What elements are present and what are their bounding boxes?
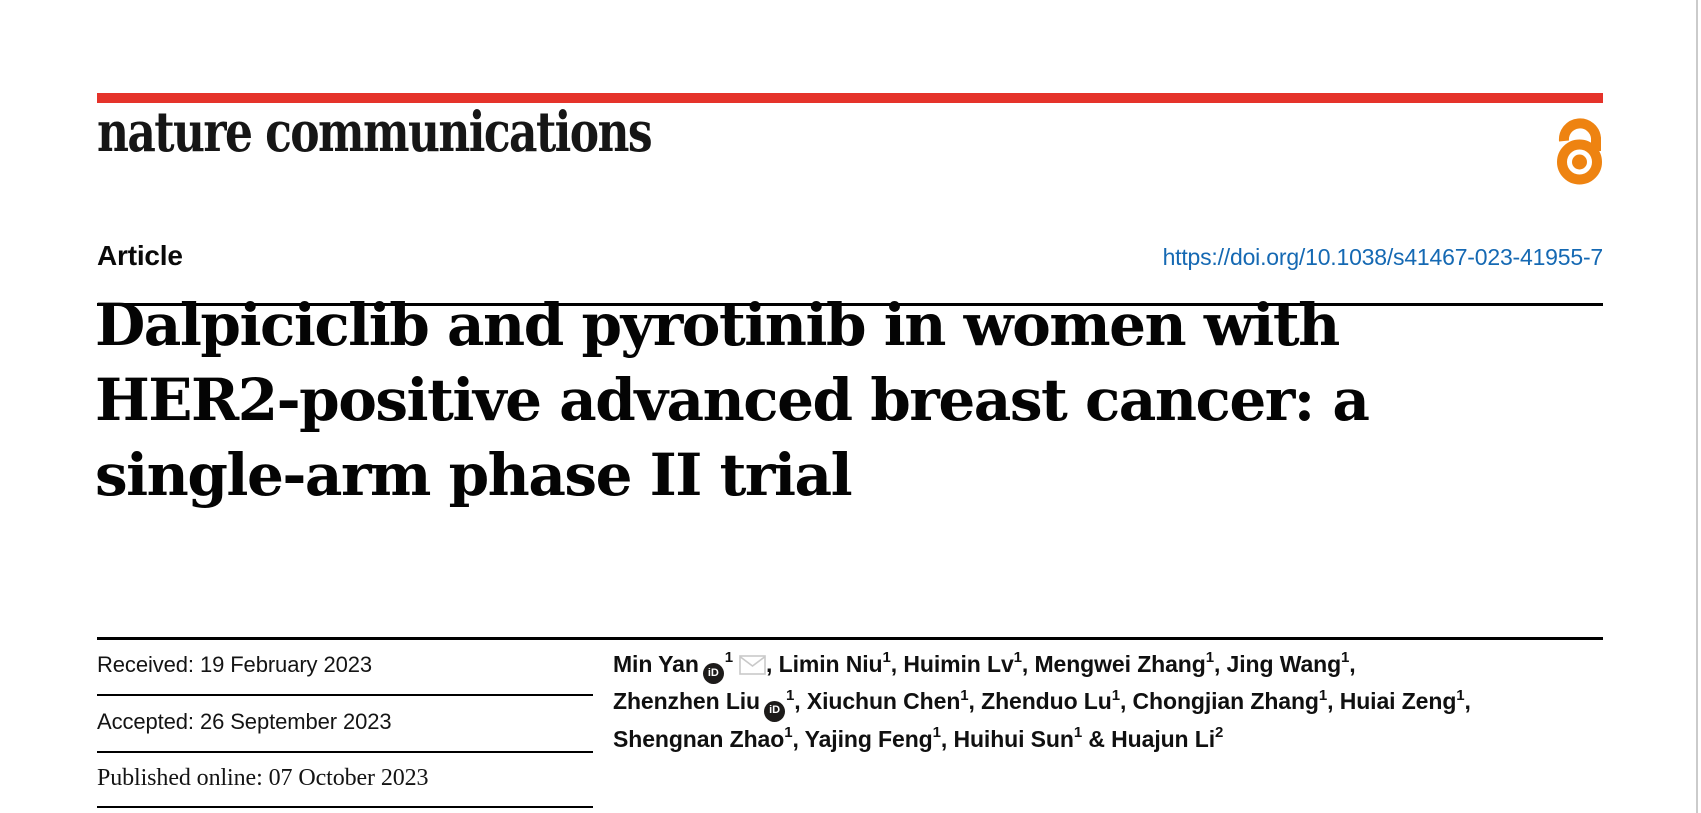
author-name: Chongjian Zhang bbox=[1132, 688, 1319, 715]
author-name: Jing Wang bbox=[1226, 651, 1342, 677]
author-separator: , bbox=[1327, 688, 1340, 715]
author-name: Yajing Feng bbox=[804, 725, 933, 752]
author-separator: , bbox=[940, 725, 954, 752]
affiliation-superscript: 1 bbox=[1456, 686, 1465, 704]
author-separator: , bbox=[1349, 651, 1356, 677]
affiliation-superscript: 1 bbox=[882, 649, 891, 667]
affiliation-superscript: 1 bbox=[724, 649, 734, 667]
published-online-label: Published online: bbox=[97, 765, 263, 791]
author-separator: , bbox=[1119, 688, 1133, 715]
affiliation-superscript: 1 bbox=[1341, 649, 1350, 667]
paper-title: Dalpiciclib and pyrotinib in women with … bbox=[95, 288, 1575, 513]
author-separator: , bbox=[1021, 651, 1035, 677]
author-line: Shengnan Zhao1, Yajing Feng1, Huihui Sun… bbox=[613, 722, 1613, 758]
author-line: Min Yan iD1, Limin Niu1, Huimin Lv1, Meng… bbox=[613, 647, 1613, 685]
open-access-icon bbox=[1557, 118, 1602, 185]
brand-accent-bar bbox=[97, 93, 1603, 103]
author-separator: & bbox=[1082, 725, 1112, 752]
author-name: Zhenduo Lu bbox=[981, 688, 1112, 715]
author-name: Xiuchun Chen bbox=[806, 688, 961, 715]
author-separator: , bbox=[766, 651, 779, 677]
affiliation-superscript: 1 bbox=[786, 686, 795, 704]
author-name: Min Yan bbox=[613, 651, 699, 677]
author-name: Huihui Sun bbox=[953, 725, 1074, 752]
author-separator: , bbox=[1213, 651, 1227, 677]
accepted-value: 26 September 2023 bbox=[199, 709, 392, 734]
author-separator: , bbox=[890, 651, 904, 677]
published-online-value: 07 October 2023 bbox=[268, 765, 429, 791]
doi-link[interactable]: https://doi.org/10.1038/s41467-023-41955… bbox=[1162, 244, 1604, 270]
affiliation-superscript: 1 bbox=[1318, 686, 1328, 704]
orcid-icon[interactable]: iD bbox=[764, 700, 786, 722]
affiliation-superscript: 2 bbox=[1215, 723, 1224, 741]
title-divider bbox=[97, 637, 1603, 640]
author-separator: , bbox=[1464, 688, 1471, 715]
author-name: Shengnan Zhao bbox=[613, 725, 785, 752]
author-name: Huimin Lv bbox=[903, 651, 1014, 677]
header-divider bbox=[97, 303, 1603, 306]
affiliation-superscript: 1 bbox=[1111, 686, 1120, 704]
article-header-row: Article https://doi.org/10.1038/s41467-0… bbox=[97, 240, 1603, 272]
received-label: Received: bbox=[97, 652, 194, 677]
author-name: Zhenzhen Liu bbox=[613, 688, 761, 715]
author-line: Zhenzhen Liu iD1, Xiuchun Chen1, Zhenduo … bbox=[613, 684, 1613, 722]
received-date: Received: 19 February 2023 bbox=[97, 652, 372, 678]
affiliation-superscript: 1 bbox=[784, 723, 793, 741]
paper-title-line: Dalpiciclib and pyrotinib in women with bbox=[95, 291, 1340, 359]
affiliation-superscript: 1 bbox=[1013, 649, 1022, 667]
affiliation-superscript: 1 bbox=[1205, 649, 1214, 667]
paper-title-line: HER2-positive advanced breast cancer: a bbox=[95, 366, 1370, 434]
affiliation-superscript: 1 bbox=[960, 686, 969, 704]
journal-logo: nature communications bbox=[97, 99, 653, 164]
author-separator: , bbox=[968, 688, 982, 715]
received-value: 19 February 2023 bbox=[199, 652, 373, 677]
author-name: Huajun Li bbox=[1111, 725, 1216, 752]
paper-title-line: single-arm phase II trial bbox=[95, 441, 853, 509]
author-name: Limin Niu bbox=[778, 651, 883, 677]
accepted-date: Accepted: 26 September 2023 bbox=[97, 709, 392, 735]
date-divider bbox=[97, 806, 593, 808]
accepted-label: Accepted: bbox=[97, 709, 194, 734]
author-list: Min Yan iD1, Limin Niu1, Huimin Lv1, Meng… bbox=[613, 647, 1613, 757]
author-separator: , bbox=[792, 725, 805, 752]
affiliation-superscript: 1 bbox=[932, 723, 941, 741]
email-icon[interactable] bbox=[739, 655, 766, 675]
author-name: Mengwei Zhang bbox=[1034, 651, 1206, 677]
orcid-icon[interactable]: iD bbox=[702, 663, 724, 685]
author-separator: , bbox=[794, 688, 807, 715]
author-name: Huiai Zeng bbox=[1339, 688, 1457, 715]
article-type-label: Article bbox=[97, 240, 183, 271]
affiliation-superscript: 1 bbox=[1073, 723, 1083, 741]
published-online-date: Published online: 07 October 2023 bbox=[97, 765, 429, 792]
date-divider bbox=[97, 694, 593, 696]
date-divider bbox=[97, 751, 593, 753]
page-right-border bbox=[1696, 0, 1698, 813]
